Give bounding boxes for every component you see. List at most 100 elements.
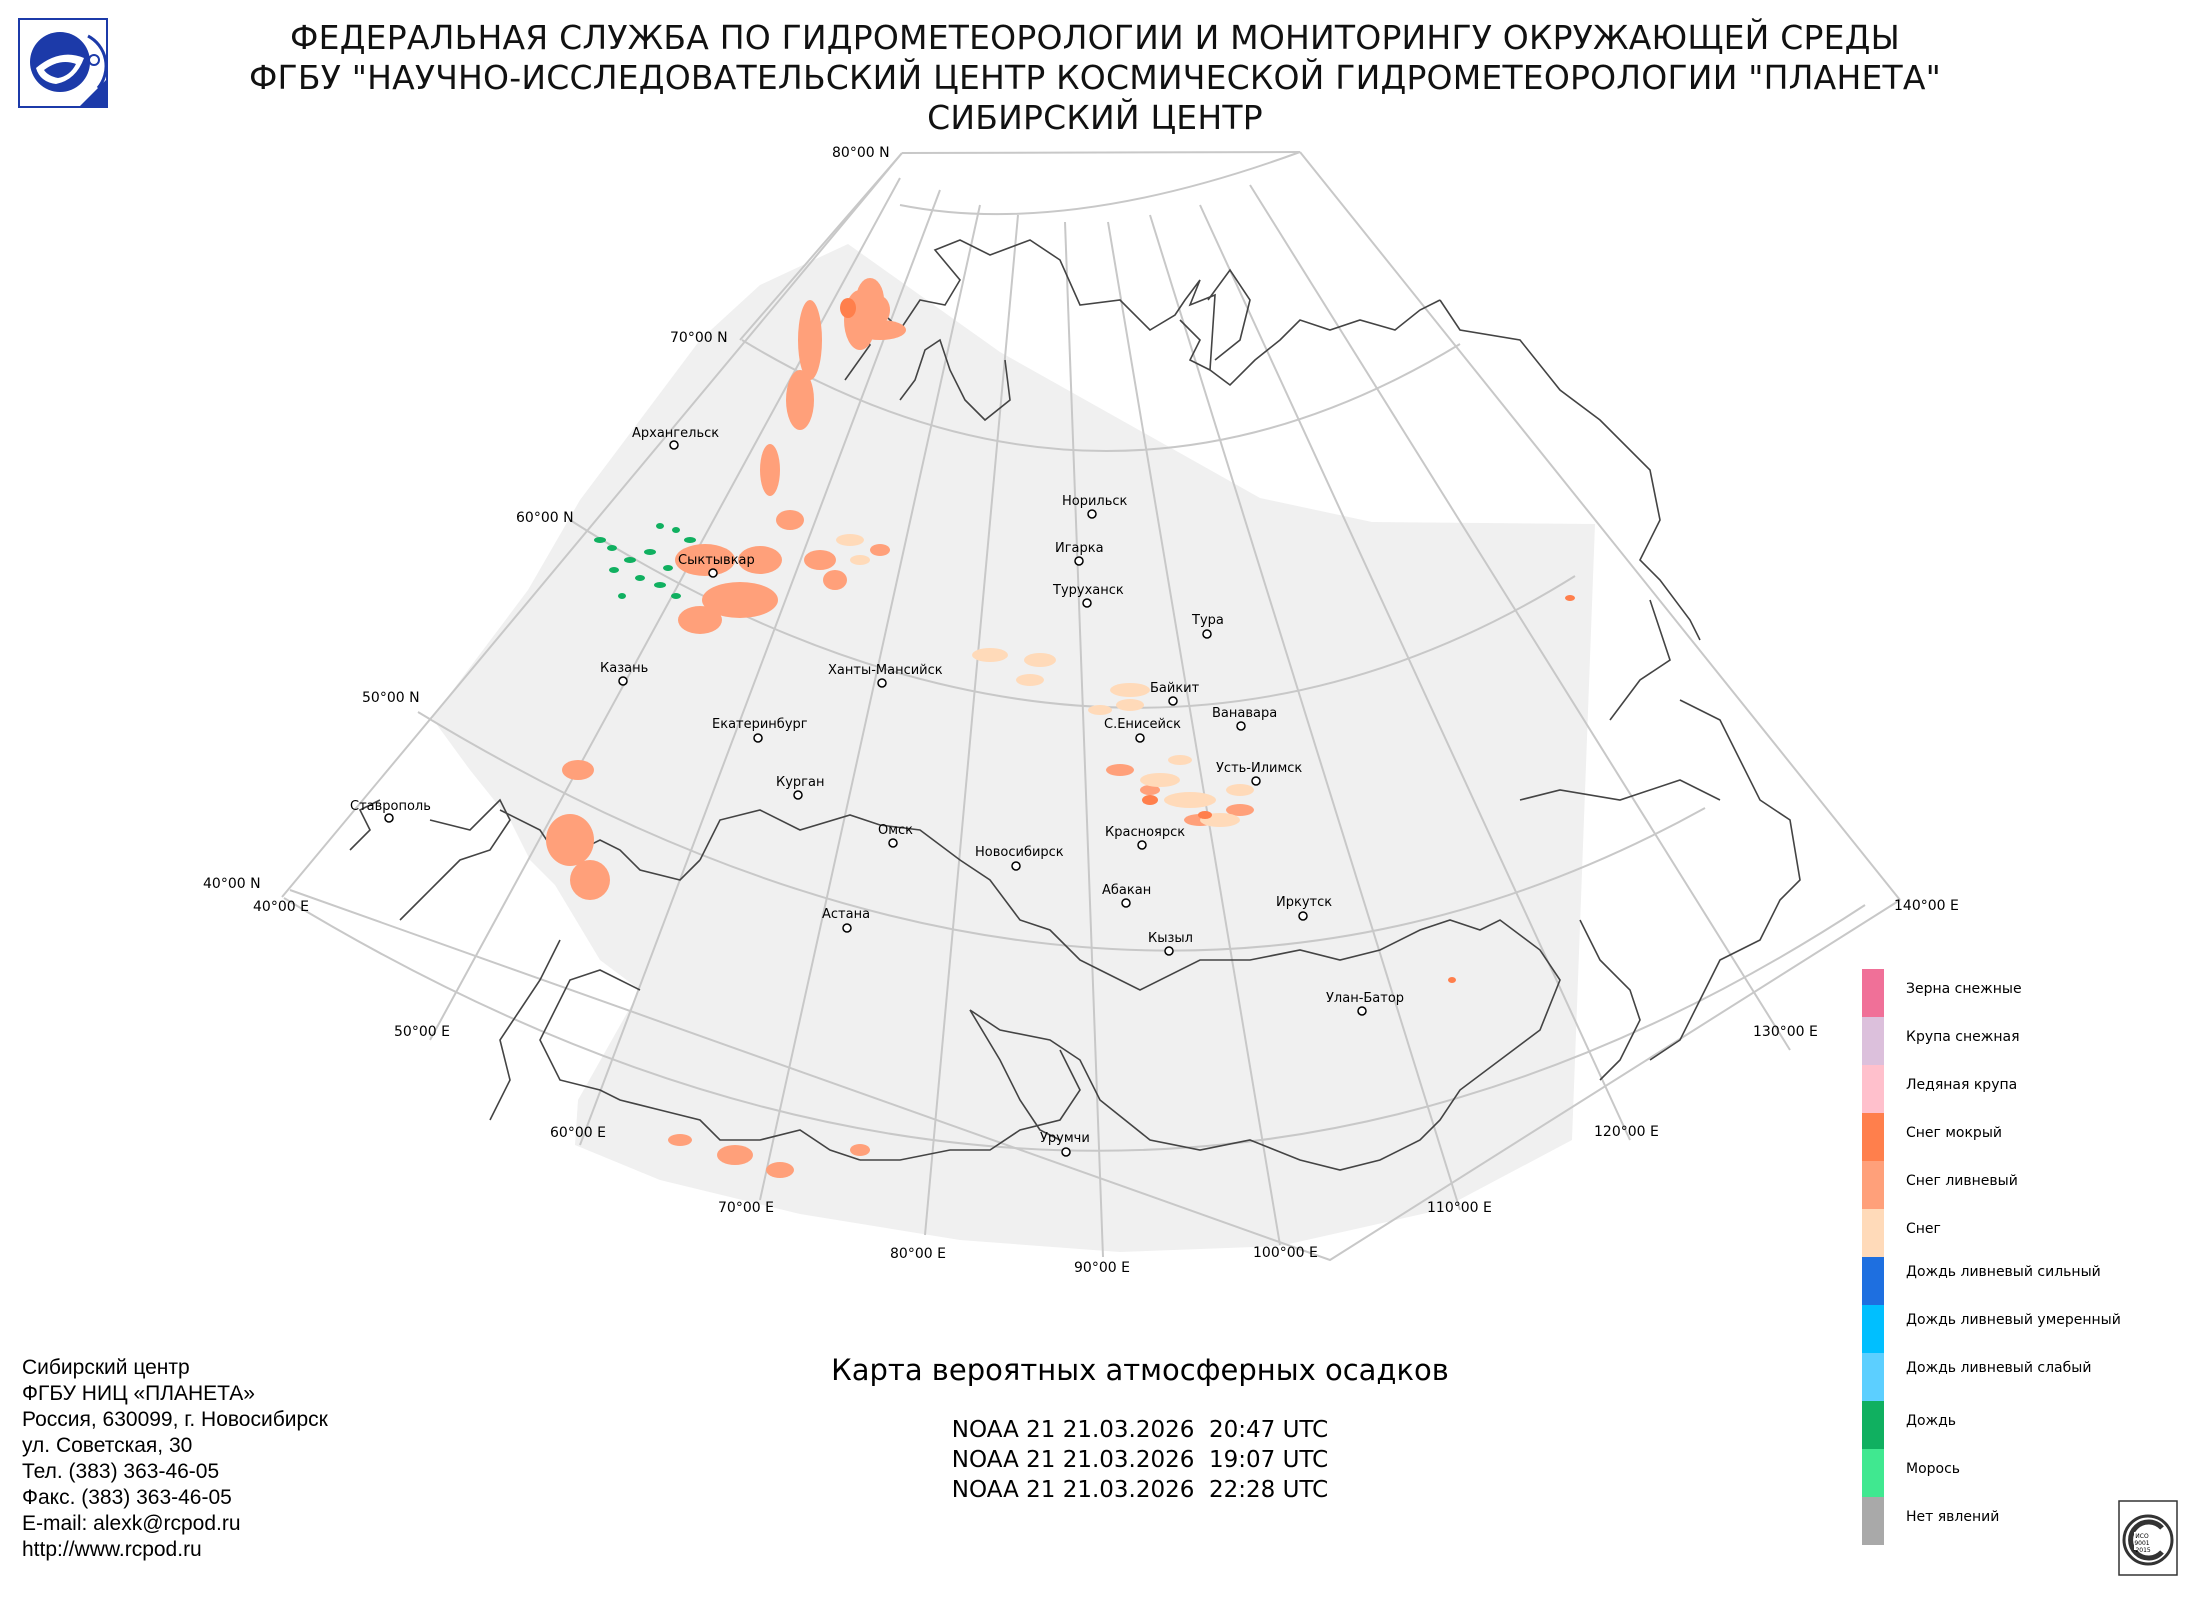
graticule-meridians [281,151,1901,1258]
city-labels: Архангельск Сыктывкар Казань Екатеринбур… [350,426,1404,1146]
city-label: Игарка [1055,541,1104,556]
city-label: Кызыл [1148,931,1193,946]
legend-swatch [1862,1497,1884,1545]
city-marker [669,440,679,450]
contact-line: Сибирский центр [22,1356,190,1379]
city-marker [1121,898,1131,908]
svg-text:9001: 9001 [2134,1540,2149,1547]
city-label: Омск [878,823,913,838]
lon-label: 50°00 E [394,1024,450,1040]
precip-wet-snow [840,298,1575,983]
pass-line: NOAA 21 21.03.2026 22:28 UTC [951,1477,1329,1503]
lat-label: 60°00 N [516,510,574,526]
contact-email[interactable]: E-mail: alexk@rcpod.ru [22,1512,241,1535]
lon-label: 130°00 E [1753,1024,1818,1040]
legend-swatch [1862,1209,1884,1257]
legend: Зерна снежные Крупа снежная Ледяная круп… [1862,969,2192,1545]
legend-item: Снег мокрый [1862,1113,2192,1161]
city-marker [384,813,394,823]
city-label: Ванавара [1212,706,1277,721]
legend-item: Зерна снежные [1862,969,2192,1017]
lat-label: 80°00 N [832,145,890,161]
legend-swatch [1862,1065,1884,1113]
legend-item: Снег ливневый [1862,1161,2192,1209]
contact-line: ФГБУ НИЦ «ПЛАНЕТА» [22,1382,255,1405]
legend-swatch [1862,1257,1884,1305]
legend-label: Зерна снежные [1906,981,2022,997]
legend-swatch [1862,1449,1884,1497]
lon-label: 60°00 E [550,1125,606,1141]
city-label: Курган [776,775,824,790]
city-marker [1061,1147,1071,1157]
header-line-3: СИБИРСКИЙ ЦЕНТР [927,98,1263,137]
svg-text:-2015: -2015 [2133,1547,2151,1554]
lat-label: 50°00 N [362,690,420,706]
city-marker [708,568,718,578]
legend-item: Дождь ливневый сильный [1862,1257,2192,1305]
city-label: Красноярск [1105,825,1185,840]
precip-snow [836,534,1254,827]
satellite-passes: NOAA 21 21.03.2026 20:47 UTC NOAA 21 21.… [860,1415,1420,1505]
contact-line: Тел. (383) 363-46-05 [22,1460,220,1483]
city-label: Новосибирск [975,845,1064,860]
header-line-1: ФЕДЕРАЛЬНАЯ СЛУЖБА ПО ГИДРОМЕТЕОРОЛОГИИ … [290,18,1900,57]
city-marker [1357,1006,1367,1016]
city-label: Байкит [1150,681,1200,696]
legend-item: Ледяная крупа [1862,1065,2192,1113]
legend-label: Ледяная крупа [1906,1077,2018,1093]
legend-label: Снег ливневый [1906,1173,2018,1189]
lon-label: 140°00 E [1894,898,1959,914]
legend-swatch [1862,1017,1884,1065]
contact-line: Россия, 630099, г. Новосибирск [22,1408,328,1431]
iso-certification-mark: ИСО 9001 -2015 [2118,1500,2178,1576]
legend-label: Дождь ливневый сильный [1906,1264,2101,1280]
city-label: Екатеринбург [712,717,808,732]
city-marker [1168,696,1178,706]
header-line-2: ФГБУ "НАУЧНО-ИССЛЕДОВАТЕЛЬСКИЙ ЦЕНТР КОС… [248,58,1942,97]
planeta-logo [18,18,108,108]
legend-swatch [1862,1113,1884,1161]
city-marker [842,923,852,933]
legend-item: Дождь ливневый умеренный [1862,1305,2192,1353]
city-marker [1082,598,1092,608]
legend-item: Морось [1862,1449,2192,1497]
legend-label: Снег [1906,1221,1941,1237]
city-markers [384,440,1367,1157]
precip-shower-snow [546,278,1254,1178]
svg-text:ИСО: ИСО [2135,1533,2149,1540]
city-marker [1074,556,1084,566]
legend-item: Снег [1862,1209,2192,1257]
pass-line: NOAA 21 21.03.2026 19:07 UTC [951,1447,1329,1473]
contact-line: ул. Советская, 30 [22,1434,193,1457]
city-marker [793,790,803,800]
city-label: С.Енисейск [1104,717,1181,732]
legend-item: Дождь ливневый слабый [1862,1353,2192,1401]
city-label: Сыктывкар [678,553,755,568]
legend-label: Нет явлений [1906,1509,2000,1525]
contact-website[interactable]: http://www.rcpod.ru [22,1538,202,1561]
city-label: Туруханск [1052,583,1124,598]
city-marker [1087,509,1097,519]
city-label: Ханты-Мансийск [828,663,943,678]
legend-swatch [1862,969,1884,1017]
pass-line: NOAA 21 21.03.2026 20:47 UTC [951,1417,1329,1443]
legend-label: Дождь [1906,1413,1957,1429]
city-label: Урумчи [1040,1131,1090,1146]
city-label: Ставрополь [350,799,431,814]
legend-item: Крупа снежная [1862,1017,2192,1065]
legend-swatch [1862,1401,1884,1449]
city-marker [1137,840,1147,850]
city-label: Астана [822,907,870,922]
legend-label: Крупа снежная [1906,1029,2020,1045]
city-marker [1164,946,1174,956]
city-label: Абакан [1102,883,1151,898]
city-marker [1251,776,1261,786]
lat-label: 40°00 N [203,876,261,892]
city-marker [1011,861,1021,871]
coastlines-borders [349,239,1801,1171]
city-marker [888,838,898,848]
legend-label: Морось [1906,1461,1961,1477]
lon-label: 120°00 E [1594,1124,1659,1140]
city-marker [753,733,763,743]
city-marker [1135,733,1145,743]
